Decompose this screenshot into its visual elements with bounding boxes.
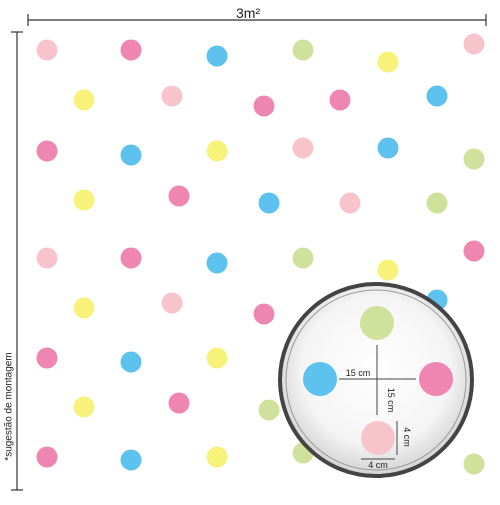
zoom-dot-blue <box>303 362 337 396</box>
height-dimension-line <box>11 31 23 491</box>
polka-dot <box>377 259 399 281</box>
polka-dot <box>463 33 485 55</box>
polka-dot <box>120 144 142 166</box>
vertical-spacing-label: 15 cm <box>386 388 396 413</box>
polka-dot <box>463 453 485 475</box>
polka-dot <box>36 347 58 369</box>
polka-dot <box>253 95 275 117</box>
polka-dot <box>36 247 58 269</box>
polka-dot <box>426 85 448 107</box>
polka-dot <box>206 45 228 67</box>
polka-dot <box>206 347 228 369</box>
polka-dot <box>206 252 228 274</box>
zoom-dot-green <box>360 306 394 340</box>
polka-dot <box>73 189 95 211</box>
mounting-suggestion-note: *sugestão de montagem <box>3 352 15 461</box>
zoom-dot-light-pink <box>361 421 395 455</box>
polka-dot <box>253 303 275 325</box>
dot-height-label: 4 cm <box>402 427 412 447</box>
polka-dot <box>120 247 142 269</box>
polka-dot <box>168 185 190 207</box>
polka-dot <box>377 137 399 159</box>
horizontal-spacing-label: 15 cm <box>346 368 371 378</box>
polka-dots <box>36 33 485 475</box>
width-dimension-line <box>27 14 487 26</box>
polka-dot <box>292 39 314 61</box>
dot-width-label: 4 cm <box>368 460 388 470</box>
polka-dot <box>120 449 142 471</box>
polka-dot <box>292 247 314 269</box>
area-label: 3m² <box>236 5 261 21</box>
polka-dot <box>258 192 280 214</box>
zoom-lens: 15 cm 15 cm 4 cm 4 cm <box>278 282 474 478</box>
polka-dot <box>120 39 142 61</box>
polka-dot <box>120 351 142 373</box>
polka-dot <box>206 446 228 468</box>
polka-dot <box>73 89 95 111</box>
polka-dot <box>36 140 58 162</box>
polka-dot <box>329 89 351 111</box>
polka-dot <box>161 292 183 314</box>
polka-dot <box>426 192 448 214</box>
polka-dot <box>258 399 280 421</box>
polka-dot <box>292 137 314 159</box>
polka-dot <box>36 39 58 61</box>
zoom-dot-pink <box>419 362 453 396</box>
polka-dot <box>463 148 485 170</box>
polka-dot <box>339 192 361 214</box>
polka-dot <box>168 392 190 414</box>
polka-dot <box>73 297 95 319</box>
polka-dot <box>206 140 228 162</box>
polka-dot <box>377 51 399 73</box>
polka-dot <box>463 240 485 262</box>
polka-dot <box>161 85 183 107</box>
polka-dot <box>36 446 58 468</box>
polka-dot <box>73 396 95 418</box>
